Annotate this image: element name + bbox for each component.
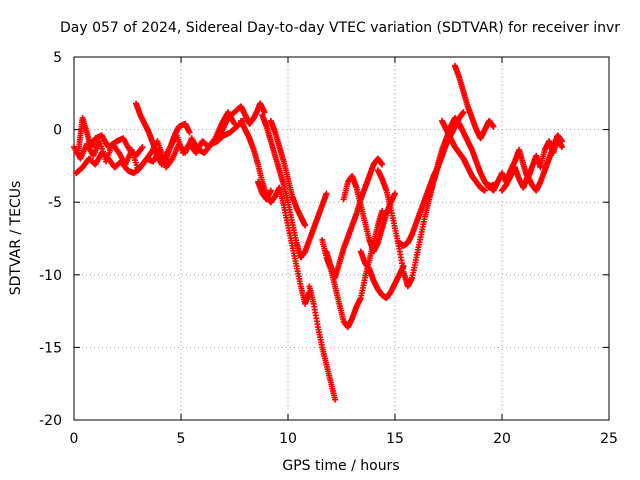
y-axis-label: SDTVAR / TECUs (8, 181, 24, 296)
y-tick-label: -15 (39, 340, 62, 356)
data-points (71, 62, 565, 403)
x-tick-label: 25 (600, 431, 618, 447)
tick-marks (73, 56, 610, 421)
x-tick-label: 15 (386, 431, 404, 447)
x-tick-label: 10 (279, 431, 297, 447)
y-tick-labels: 5 0 -5 -10 -15 -20 (39, 50, 62, 429)
data-point (332, 396, 339, 403)
data-point (267, 187, 274, 194)
y-tick-label: 5 (53, 50, 62, 66)
data-point (460, 109, 467, 116)
data-point (379, 161, 386, 168)
data-point (392, 190, 398, 197)
x-tick-label: 0 (70, 431, 79, 447)
x-tick-label: 20 (493, 431, 511, 447)
grid-lines (74, 57, 609, 420)
y-tick-label: 0 (53, 123, 62, 139)
plot-frame (73, 56, 610, 421)
x-tick-label: 5 (177, 431, 186, 447)
data-point (481, 187, 488, 194)
y-tick-label: -5 (48, 195, 62, 211)
data-point (139, 144, 146, 151)
y-tick-label: -20 (39, 413, 62, 429)
y-tick-label: -10 (39, 268, 62, 284)
data-point (138, 145, 145, 152)
data-point (323, 190, 330, 197)
data-point (186, 129, 193, 136)
data-point (379, 207, 386, 214)
x-axis-label: GPS time / hours (282, 458, 399, 474)
x-tick-labels: 0 5 10 15 20 25 (70, 431, 618, 447)
data-point (558, 138, 565, 145)
data-point (490, 123, 497, 130)
chart-title: Day 057 of 2024, Sidereal Day-to-day VTE… (60, 20, 620, 36)
data-point (558, 144, 565, 151)
data-point (302, 222, 309, 229)
